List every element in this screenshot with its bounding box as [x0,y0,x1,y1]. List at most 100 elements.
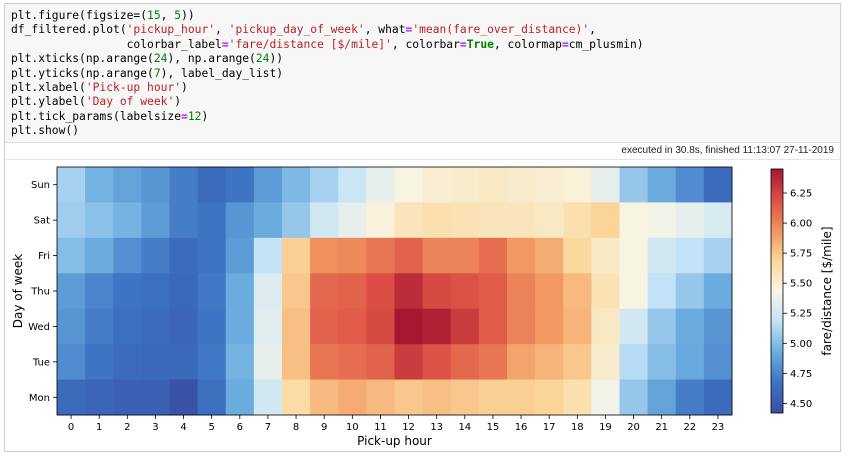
heatmap-cell [675,167,705,203]
heatmap-cell [169,308,199,345]
heatmap-cell [591,308,620,345]
heatmap-cell [57,273,86,310]
heatmap-cell [394,379,424,416]
code-token: cm_plusmin) [568,37,644,51]
heatmap-cell [282,379,311,416]
heatmap-cell [647,308,677,345]
heatmap-cell [338,308,367,345]
x-tick-label: 16 [515,422,528,433]
colorbar [770,168,784,414]
code-input-area[interactable]: plt.figure(figsize=(15, 5)) df_filtered.p… [5,4,840,143]
heatmap-cell [563,344,592,380]
code-token: plt.tick_params(labelsize [11,109,182,123]
code-token: plt.ylabel( [11,95,86,109]
heatmap-cell [478,202,508,239]
code-token: 15 [147,9,161,22]
colorbar-label: fare/distance [$/mile] [820,226,834,355]
y-tick-label: Fri [38,251,50,262]
heatmap-cell [85,379,114,416]
heatmap-cell [450,344,480,380]
heatmap-cell [225,344,255,380]
heatmap-cell [85,167,114,203]
y-tick-label: Mon [29,393,50,404]
code-line: plt.ylabel('Day of week') [11,95,644,109]
heatmap-cell [647,202,677,239]
heatmap-cell [310,273,339,310]
heatmap-cell [197,202,227,239]
heatmap-cell [450,273,480,310]
code-token: = [561,37,569,51]
heatmap-cell [703,167,733,203]
heatmap-cell [141,237,170,274]
colorbar-tick-label: 6.25 [790,189,812,200]
heatmap-cell [647,273,677,310]
code-token: plt.xlabel( [11,80,86,94]
code-line: df_filtered.plot('pickup_hour', 'pickup_… [11,23,644,37]
heatmap-cell [563,273,592,310]
y-tick-label: Wed [28,322,50,333]
heatmap-cell [169,273,199,310]
heatmap-cell [113,167,142,203]
heatmap-cell [253,273,283,310]
heatmap-cell [57,308,86,345]
heatmap-cell [225,237,255,274]
heatmap-cell [366,237,395,274]
heatmap-cell [619,273,649,310]
x-tick-label: 1 [96,422,102,433]
heatmap-cell [225,273,255,310]
code-token: = [405,23,413,37]
code-token: , [160,9,175,22]
heatmap-cell [225,167,255,203]
colorbar-tick-label: 5.00 [790,339,812,350]
heatmap-cell [338,202,367,239]
heatmap-cell [591,273,620,310]
heatmap-cell [310,167,339,203]
code-token: 'pickup_hour' [126,23,216,37]
heatmap-cell [338,273,367,310]
x-tick-label: 15 [487,422,500,433]
code-token: ) [174,95,182,109]
heatmap-cell [563,202,592,239]
heatmap-cell [535,273,564,310]
x-tick-label: 9 [321,422,327,433]
code-token: , colormap [493,37,562,51]
colorbar-tick-label: 5.50 [790,279,812,290]
code-token: ) [181,80,188,94]
heatmap-cell [478,237,508,274]
heatmap-cell [507,202,536,239]
heatmap-cell [282,308,311,345]
heatmap-cell [703,308,733,345]
x-tick-label: 0 [68,422,74,433]
heatmap-cell [338,237,367,274]
code-line: plt.show() [11,124,644,138]
heatmap-cell [253,379,283,416]
heatmap-cell [619,344,649,380]
colorbar-tick-label: 4.75 [790,369,812,380]
code-token: = [459,37,467,51]
colorbar-tick-label: 4.50 [790,399,812,410]
code-line: plt.yticks(np.arange(7), label_day_list) [11,67,644,81]
y-tick-label: Sun [31,180,50,191]
heatmap-cell [535,308,564,345]
heatmap-cell [478,344,508,380]
heatmap-cell [619,202,649,239]
heatmap-cell [591,202,620,239]
heatmap-cell [563,308,592,345]
heatmap-cell [57,237,86,274]
code-token: plt.yticks(np.arange( [11,66,154,80]
heatmap-cell [563,237,592,274]
heatmap-chart: 0 1 2 3 4 5 6 7 8 9 10 11 12 13 14 15 16 17 18 19 20 21 22 23Su… [11,166,834,448]
heatmap-cell [563,379,592,416]
heatmap-cell [57,344,86,380]
heatmap-cell [647,237,677,274]
heatmap-cell [422,202,452,239]
heatmap-cell [310,202,339,239]
heatmap-cell [85,308,114,345]
x-tick-label: 23 [712,422,725,433]
y-tick-label: Sat [34,216,50,227]
heatmap-cell [591,379,620,416]
code-line: plt.xlabel('Pick-up hour') [11,81,644,95]
code-editor[interactable]: plt.figure(figsize=(15, 5)) df_filtered.p… [11,9,644,139]
heatmap-cell [675,237,705,274]
heatmap-cell [394,167,424,203]
